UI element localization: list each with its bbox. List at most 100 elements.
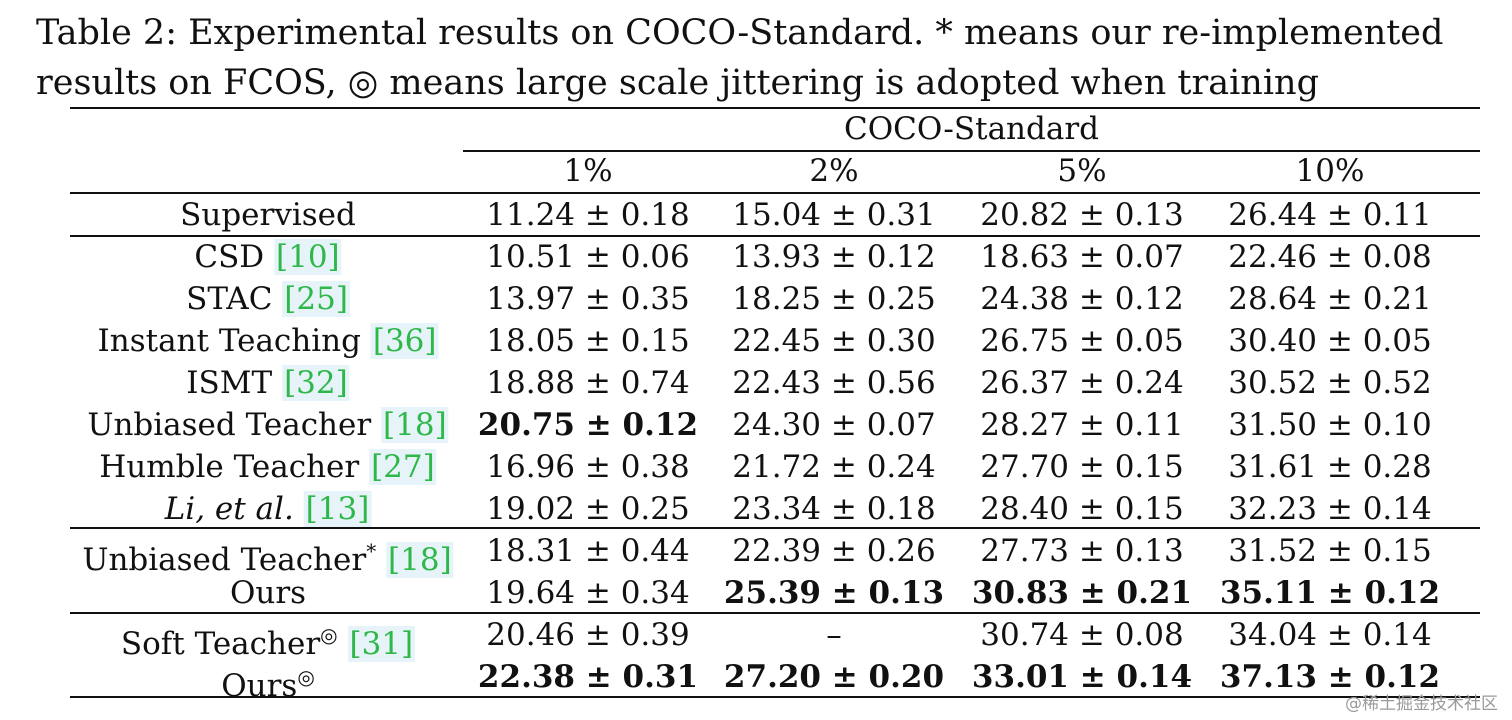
method-label: Li, et al.	[164, 491, 294, 527]
table-cell: 31.52 ± 0.15	[1228, 533, 1432, 569]
table-cell: 31.61 ± 0.28	[1228, 449, 1432, 485]
method-superscript: ◎	[297, 665, 315, 689]
table-cell: 30.83 ± 0.21	[971, 575, 1193, 611]
table-cell: 22.39 ± 0.26	[732, 533, 936, 569]
table-cell: 26.75 ± 0.05	[980, 323, 1184, 359]
citation-link[interactable]: [25]	[282, 281, 350, 317]
citation-link[interactable]: [27]	[369, 449, 437, 485]
method-label: Ours	[221, 668, 298, 704]
table-cell: 18.25 ± 0.25	[732, 281, 936, 317]
column-header: 1%	[563, 153, 613, 189]
method-label: ISMT	[186, 365, 273, 401]
table-cell: 30.40 ± 0.05	[1228, 323, 1432, 359]
table-cell: 13.97 ± 0.35	[486, 281, 690, 317]
table-cell: 25.39 ± 0.13	[723, 575, 945, 611]
table-cell: 28.27 ± 0.11	[980, 407, 1184, 443]
citation-link[interactable]: [10]	[274, 239, 342, 275]
table-cell: –	[826, 617, 842, 653]
table-cell: 34.04 ± 0.14	[1228, 617, 1432, 653]
table-cell: 21.72 ± 0.24	[732, 449, 936, 485]
table-cell: 22.38 ± 0.31	[477, 659, 699, 695]
table-rule	[70, 612, 1480, 614]
table-cell: 37.13 ± 0.12	[1219, 659, 1441, 695]
table-cell: 22.46 ± 0.08	[1228, 239, 1432, 275]
table-cell: 31.50 ± 0.10	[1228, 407, 1432, 443]
method-name: Supervised	[180, 194, 356, 236]
table-rule	[463, 150, 1480, 152]
caption-line-2: results on FCOS, ◎ means large scale jit…	[36, 63, 1319, 103]
table-cell: 22.43 ± 0.56	[732, 365, 936, 401]
table-cell: 27.70 ± 0.15	[980, 449, 1184, 485]
table-cell: 10.51 ± 0.06	[486, 239, 690, 275]
column-header: 2%	[809, 153, 859, 189]
method-superscript: *	[366, 539, 377, 563]
method-label: CSD	[194, 239, 265, 275]
table-cell: 18.88 ± 0.74	[486, 365, 690, 401]
table-cell: 22.45 ± 0.30	[732, 323, 936, 359]
table-cell: 11.24 ± 0.18	[486, 197, 690, 233]
table-cell: 35.11 ± 0.12	[1219, 575, 1441, 611]
caption-line-1: Table 2: Experimental results on COCO-St…	[36, 13, 1444, 53]
table-rule	[70, 107, 1480, 109]
method-name: Ours◎	[221, 656, 315, 707]
header-group: COCO-Standard	[843, 111, 1100, 147]
table-cell: 23.34 ± 0.18	[732, 491, 936, 527]
table-cell: 20.46 ± 0.39	[486, 617, 690, 653]
table-caption: Table 2: Experimental results on COCO-St…	[36, 8, 1506, 108]
method-label: Instant Teaching	[97, 323, 362, 359]
watermark: @稀土掘金技术社区	[1345, 694, 1498, 714]
method-name: Instant Teaching [36]	[98, 320, 439, 362]
table-cell: 26.44 ± 0.11	[1228, 197, 1432, 233]
table-rule	[70, 235, 1480, 237]
citation-link[interactable]: [36]	[370, 323, 439, 359]
table-cell: 18.05 ± 0.15	[486, 323, 690, 359]
method-superscript: ◎	[320, 623, 338, 647]
method-name: Unbiased Teacher [18]	[87, 404, 449, 446]
table-cell: 18.31 ± 0.44	[486, 533, 690, 569]
column-header: 10%	[1295, 153, 1365, 189]
column-header: 5%	[1057, 153, 1107, 189]
table-cell: 32.23 ± 0.14	[1228, 491, 1432, 527]
method-label: Unbiased Teacher	[87, 407, 372, 443]
citation-link[interactable]: [18]	[381, 407, 449, 443]
method-label: Soft Teacher	[120, 626, 321, 662]
method-name: Ours	[230, 572, 306, 614]
table-cell: 30.52 ± 0.52	[1228, 365, 1432, 401]
table-cell: 27.73 ± 0.13	[980, 533, 1184, 569]
citation-link[interactable]: [32]	[282, 365, 350, 401]
citation-link[interactable]: [31]	[347, 626, 416, 662]
table-rule	[70, 696, 1480, 698]
table-cell: 20.82 ± 0.13	[980, 197, 1184, 233]
citation-link[interactable]: [13]	[303, 491, 372, 527]
method-label: Unbiased Teacher	[82, 542, 367, 578]
table-cell: 24.38 ± 0.12	[980, 281, 1184, 317]
method-name: Li, et al. [13]	[165, 488, 372, 530]
method-label: Humble Teacher	[99, 449, 360, 485]
method-label: STAC	[186, 281, 273, 317]
table-rule	[70, 192, 1480, 194]
table-cell: 15.04 ± 0.31	[732, 197, 936, 233]
table-cell: 20.75 ± 0.12	[477, 407, 699, 443]
table-cell: 16.96 ± 0.38	[486, 449, 690, 485]
table-cell: 19.64 ± 0.34	[486, 575, 690, 611]
method-name: ISMT [32]	[186, 362, 350, 404]
method-label: Ours	[229, 575, 307, 611]
table-rule	[70, 527, 1480, 529]
citation-link[interactable]: [18]	[386, 542, 454, 578]
table-cell: 24.30 ± 0.07	[732, 407, 936, 443]
table-cell: 28.40 ± 0.15	[980, 491, 1184, 527]
method-name: Unbiased Teacher* [18]	[82, 530, 454, 581]
method-name: CSD [10]	[194, 236, 342, 278]
table-cell: 33.01 ± 0.14	[971, 659, 1193, 695]
method-name: Soft Teacher◎ [31]	[120, 614, 416, 665]
table-cell: 28.64 ± 0.21	[1228, 281, 1432, 317]
table-cell: 30.74 ± 0.08	[980, 617, 1184, 653]
table-cell: 19.02 ± 0.25	[486, 491, 690, 527]
table-cell: 27.20 ± 0.20	[723, 659, 945, 695]
table-cell: 13.93 ± 0.12	[732, 239, 936, 275]
method-name: Humble Teacher [27]	[99, 446, 437, 488]
table-cell: 18.63 ± 0.07	[980, 239, 1184, 275]
method-name: STAC [25]	[186, 278, 350, 320]
table-cell: 26.37 ± 0.24	[980, 365, 1184, 401]
method-label: Supervised	[180, 197, 356, 233]
